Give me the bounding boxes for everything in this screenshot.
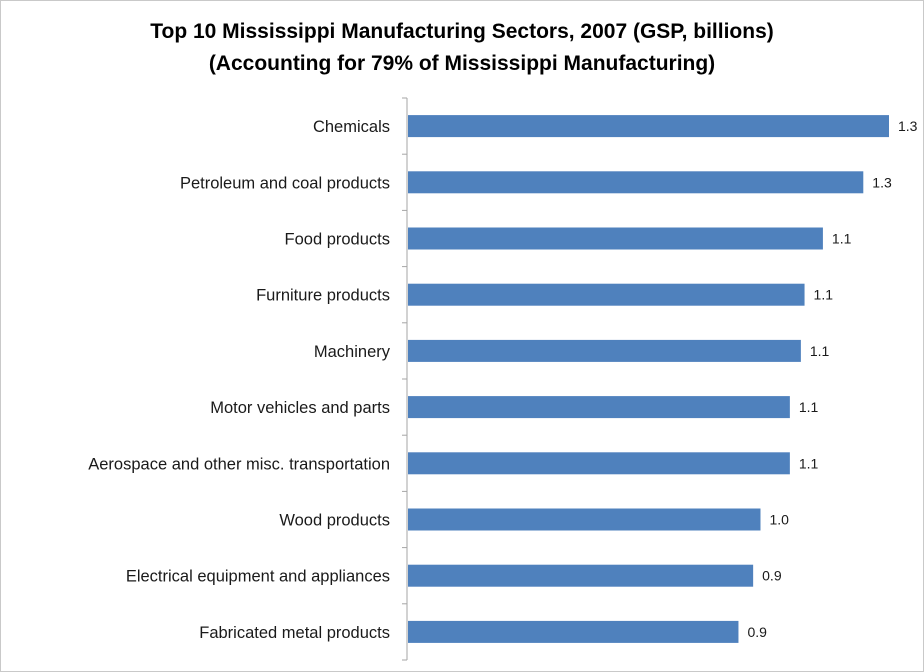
bar (408, 620, 739, 643)
bar (408, 564, 754, 587)
category-label: Furniture products (256, 287, 390, 305)
bar (408, 396, 790, 419)
value-label: 0.9 (747, 624, 767, 640)
value-label: 0.9 (762, 568, 782, 584)
value-label: 1.1 (810, 343, 830, 359)
value-label: 1.1 (799, 455, 819, 471)
value-label: 1.3 (872, 174, 892, 190)
value-label: 1.1 (832, 231, 852, 247)
value-label: 1.3 (898, 118, 918, 134)
chart-title: Top 10 Mississippi Manufacturing Sectors… (150, 20, 774, 43)
bar (408, 339, 801, 362)
category-label: Chemicals (313, 118, 390, 136)
bar (408, 115, 889, 138)
category-label: Motor vehicles and parts (210, 399, 390, 417)
bar (408, 452, 790, 475)
category-label: Petroleum and coal products (180, 174, 390, 192)
category-label: Wood products (279, 512, 390, 530)
bar (408, 227, 823, 250)
chart-subtitle: (Accounting for 79% of Mississippi Manuf… (208, 52, 716, 75)
category-label: Electrical equipment and appliances (126, 568, 390, 586)
value-label: 1.0 (769, 512, 789, 528)
bar (408, 171, 864, 194)
value-label: 1.1 (814, 287, 834, 303)
bar (408, 283, 805, 306)
value-label: 1.1 (799, 399, 819, 415)
category-label: Machinery (314, 343, 391, 361)
category-label: Food products (285, 231, 390, 249)
category-label: Fabricated metal products (199, 624, 390, 642)
bar (408, 508, 761, 531)
category-label: Aerospace and other misc. transportation (88, 455, 390, 473)
